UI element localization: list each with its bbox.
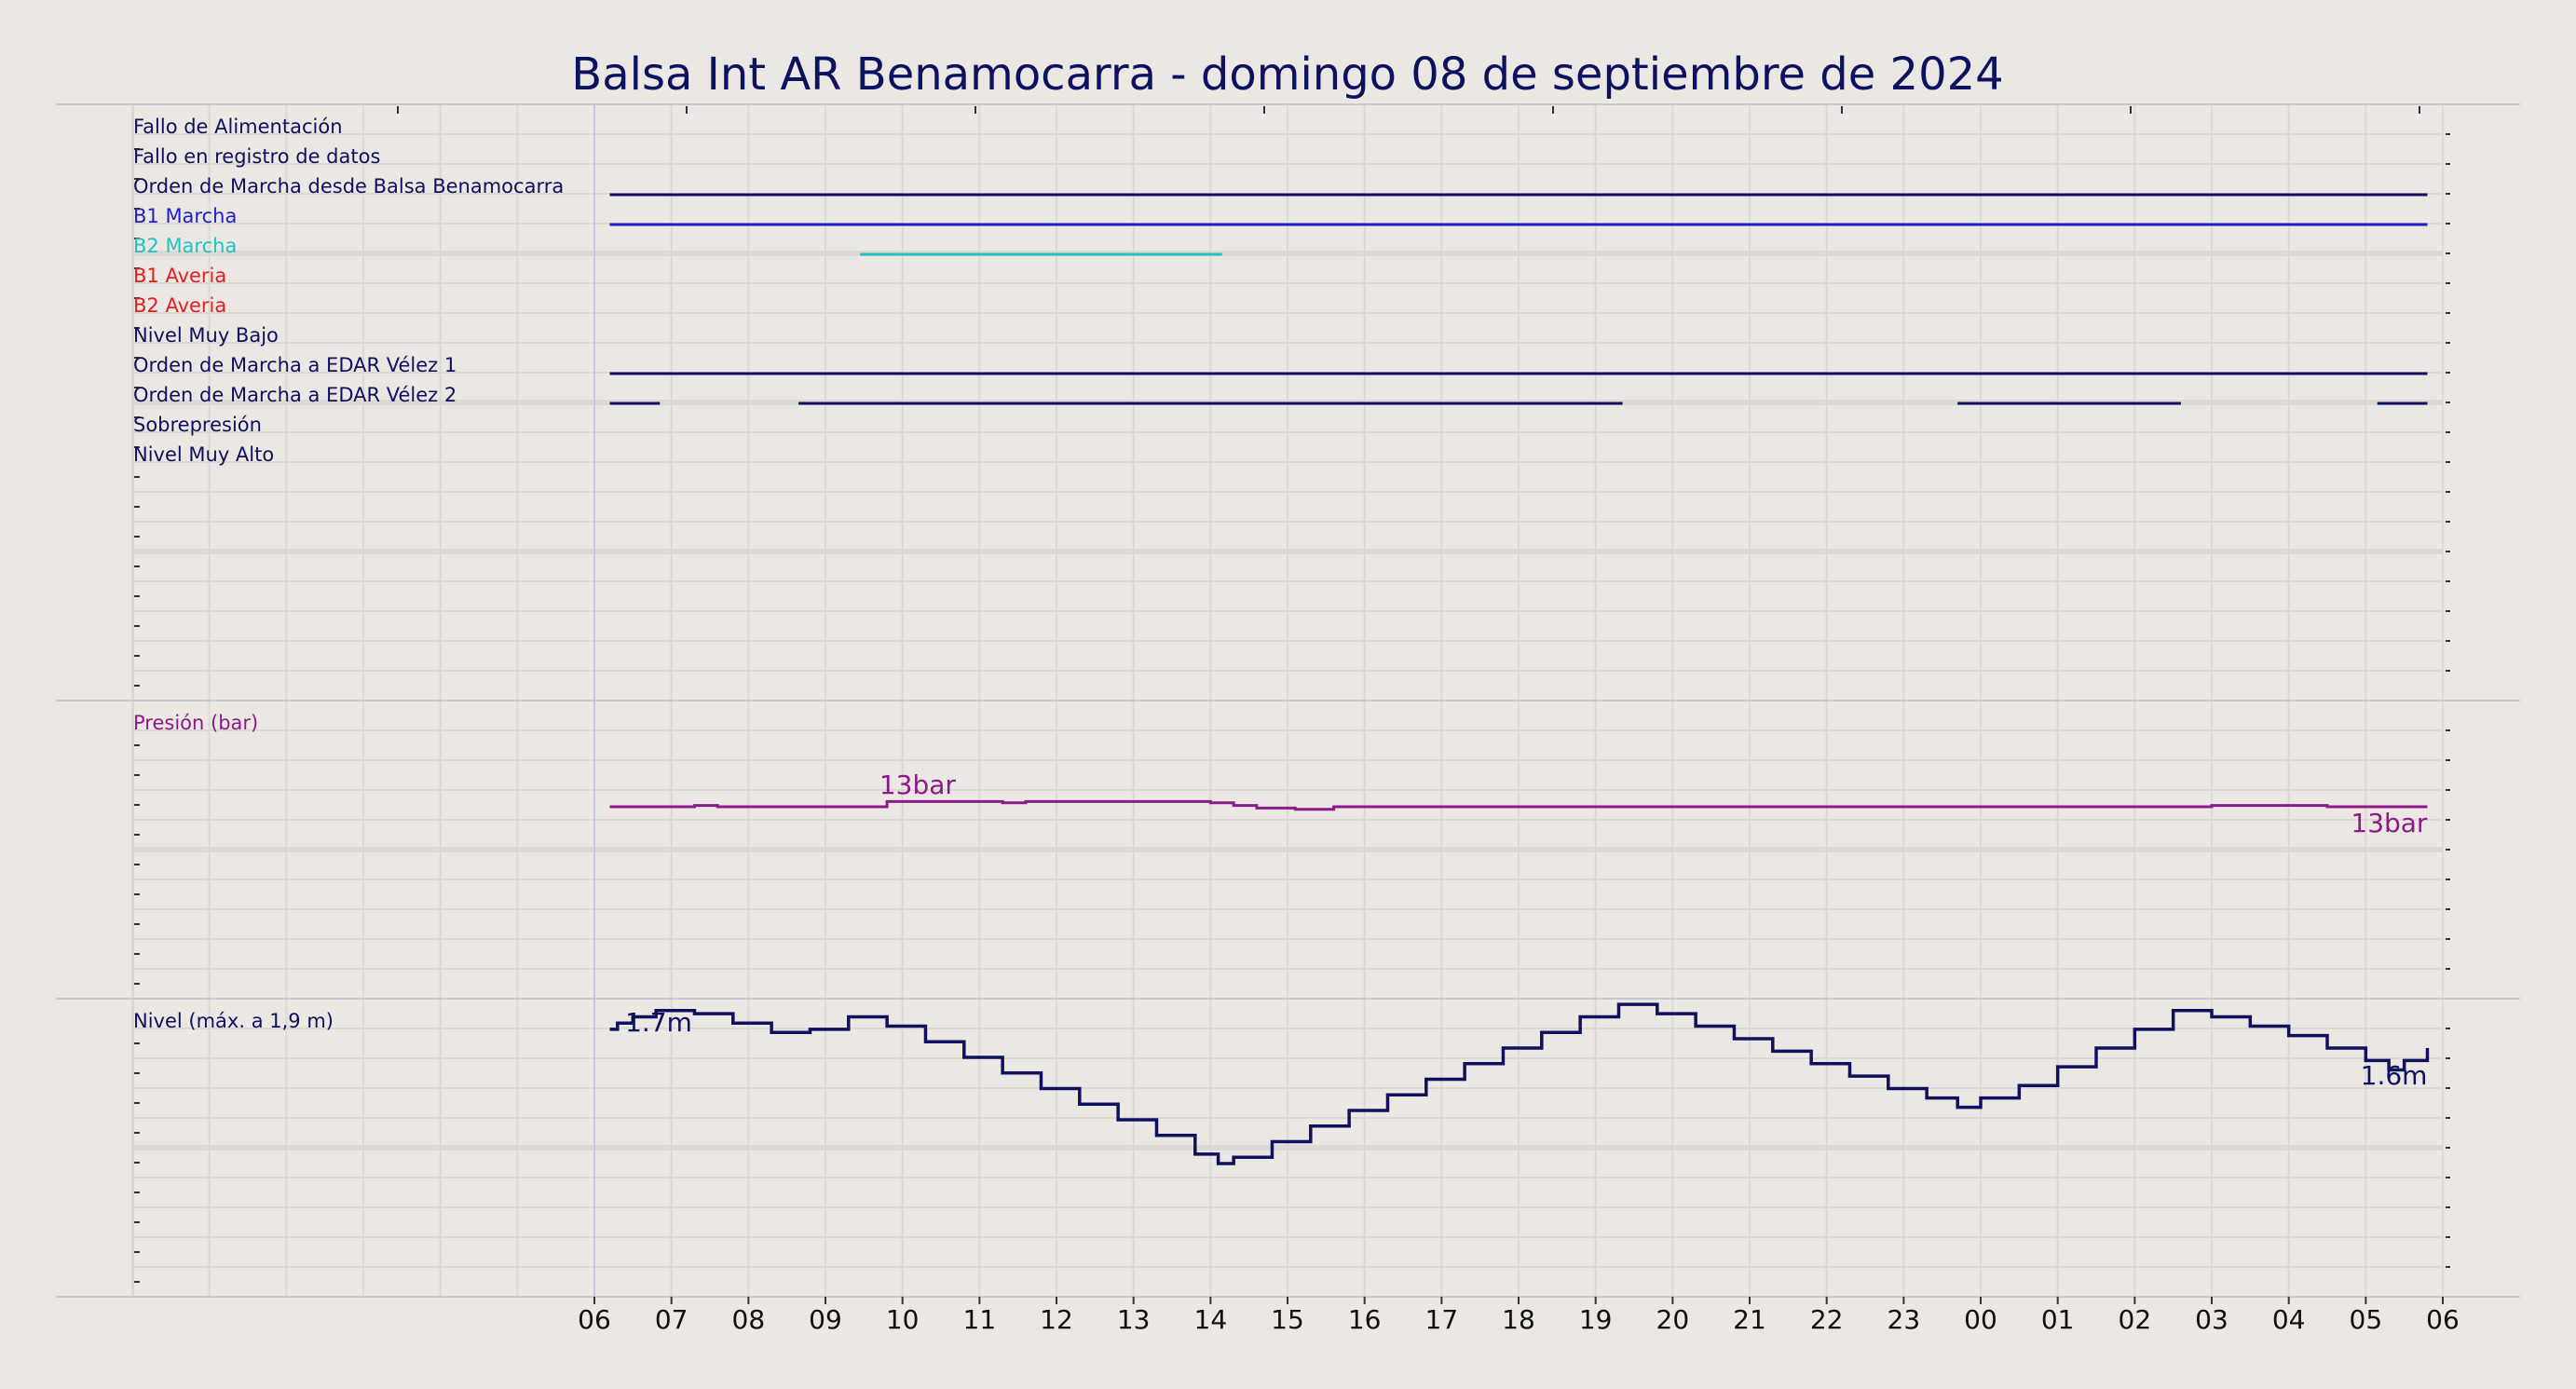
state-label: B2 Averia — [133, 294, 226, 317]
x-tick-label: 19 — [1579, 1304, 1613, 1335]
x-tick-label: 14 — [1194, 1304, 1228, 1335]
x-tick-label: 23 — [1888, 1304, 1921, 1335]
x-tick-label: 06 — [578, 1304, 611, 1335]
pressure-series-line — [609, 799, 2428, 811]
level-label: Nivel (máx. a 1,9 m) — [133, 1010, 334, 1032]
x-tick-label: 13 — [1117, 1304, 1151, 1335]
state-label: Fallo de Alimentación — [133, 116, 343, 138]
x-tick-label: 00 — [1964, 1304, 1997, 1335]
state-label: B1 Marcha — [133, 205, 237, 227]
x-tick-label: 20 — [1656, 1304, 1690, 1335]
level-series-line — [609, 1002, 2430, 1165]
pressure-annotation: 13bar — [879, 769, 957, 800]
level-panel: Nivel (máx. a 1,9 m) 1.7m 1.6m — [133, 1002, 2430, 1165]
state-label: Orden de Marcha a EDAR Vélez 1 — [133, 354, 457, 376]
panel-dividers — [56, 103, 2520, 1298]
level-annotation: 1.6m — [2361, 1060, 2428, 1091]
level-annotation: 1.7m — [625, 1007, 692, 1038]
x-tick-label: 01 — [2041, 1304, 2075, 1335]
pressure-annotation: 13bar — [2351, 808, 2428, 838]
state-label: B2 Marcha — [133, 235, 237, 257]
state-label: Nivel Muy Alto — [133, 443, 274, 466]
x-tick-label: 15 — [1271, 1304, 1304, 1335]
x-tick-label: 07 — [655, 1304, 688, 1335]
chart-title: Balsa Int AR Benamocarra - domingo 08 de… — [571, 48, 2003, 101]
state-label: B1 Averia — [133, 265, 226, 287]
pressure-panel: Presión (bar) 13bar 13bar — [133, 712, 2428, 838]
x-tick-label: 16 — [1348, 1304, 1382, 1335]
state-label: Nivel Muy Bajo — [133, 324, 279, 347]
x-tick-label: 08 — [732, 1304, 766, 1335]
x-tick-label: 04 — [2272, 1304, 2306, 1335]
x-tick-label: 10 — [886, 1304, 920, 1335]
x-tick-label: 22 — [1810, 1304, 1844, 1335]
x-tick-label: 09 — [809, 1304, 842, 1335]
x-tick-label: 03 — [2195, 1304, 2228, 1335]
x-tick-label: 17 — [1425, 1304, 1459, 1335]
state-label: Orden de Marcha desde Balsa Benamocarra — [133, 175, 564, 197]
states-panel: Fallo de Alimentación Fallo en registro d… — [133, 116, 2428, 466]
x-tick-label: 12 — [1040, 1304, 1073, 1335]
x-axis: 06 07 08 09 10 11 12 13 14 15 16 17 18 19 20 21 22 23 00 01… — [578, 1297, 2460, 1335]
x-tick-label: 05 — [2350, 1304, 2383, 1335]
x-tick-label: 18 — [1502, 1304, 1535, 1335]
state-label: Fallo en registro de datos — [133, 145, 380, 168]
x-tick-label: 06 — [2426, 1304, 2460, 1335]
x-tick-label: 11 — [963, 1304, 997, 1335]
state-label: Orden de Marcha a EDAR Vélez 2 — [133, 384, 457, 406]
pressure-label: Presión (bar) — [133, 712, 258, 734]
state-label: Sobrepresión — [133, 414, 262, 436]
x-tick-label: 21 — [1733, 1304, 1766, 1335]
x-tick-label: 02 — [2119, 1304, 2152, 1335]
